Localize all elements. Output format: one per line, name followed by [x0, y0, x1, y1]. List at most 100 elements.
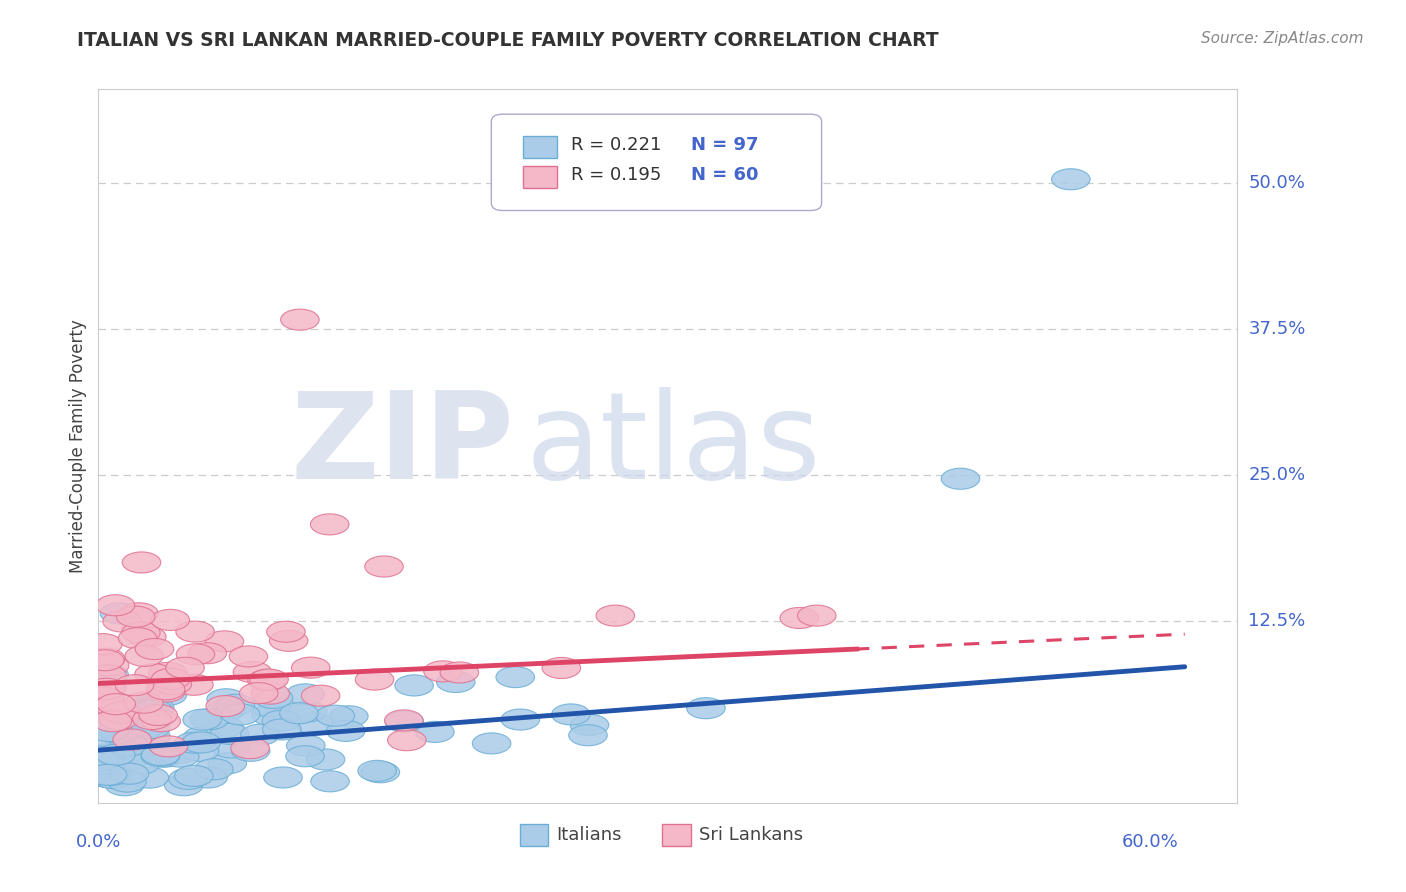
- Text: R = 0.195: R = 0.195: [571, 166, 661, 184]
- Ellipse shape: [103, 738, 142, 758]
- Text: ITALIAN VS SRI LANKAN MARRIED-COUPLE FAMILY POVERTY CORRELATION CHART: ITALIAN VS SRI LANKAN MARRIED-COUPLE FAM…: [77, 31, 939, 50]
- Ellipse shape: [423, 661, 463, 681]
- Ellipse shape: [131, 767, 169, 789]
- Ellipse shape: [115, 674, 153, 696]
- Ellipse shape: [100, 748, 139, 770]
- Ellipse shape: [89, 764, 127, 785]
- Ellipse shape: [86, 648, 125, 669]
- Ellipse shape: [90, 655, 129, 676]
- Ellipse shape: [122, 552, 160, 573]
- Ellipse shape: [103, 611, 142, 632]
- Bar: [520, 824, 548, 846]
- Ellipse shape: [250, 669, 288, 690]
- Ellipse shape: [110, 764, 149, 784]
- Ellipse shape: [307, 749, 344, 770]
- Ellipse shape: [941, 468, 980, 490]
- Bar: [523, 136, 557, 158]
- Ellipse shape: [87, 665, 127, 686]
- Ellipse shape: [121, 753, 160, 774]
- Ellipse shape: [100, 603, 139, 624]
- Ellipse shape: [231, 738, 270, 759]
- Text: ZIP: ZIP: [291, 387, 515, 505]
- Ellipse shape: [364, 556, 404, 577]
- Ellipse shape: [107, 730, 146, 751]
- Ellipse shape: [97, 744, 135, 765]
- Ellipse shape: [270, 631, 308, 651]
- Ellipse shape: [90, 721, 128, 742]
- Ellipse shape: [416, 722, 454, 742]
- Ellipse shape: [285, 746, 325, 767]
- Ellipse shape: [128, 626, 166, 648]
- Ellipse shape: [361, 762, 399, 783]
- Ellipse shape: [596, 605, 634, 626]
- Ellipse shape: [267, 621, 305, 642]
- Ellipse shape: [125, 717, 165, 739]
- Ellipse shape: [188, 767, 228, 788]
- Ellipse shape: [188, 643, 226, 664]
- Ellipse shape: [145, 747, 183, 767]
- Ellipse shape: [252, 705, 290, 726]
- Ellipse shape: [132, 708, 172, 730]
- Text: 37.5%: 37.5%: [1249, 320, 1306, 338]
- Ellipse shape: [131, 717, 170, 739]
- Ellipse shape: [686, 698, 725, 719]
- Text: 60.0%: 60.0%: [1122, 833, 1178, 851]
- Ellipse shape: [153, 673, 191, 695]
- Ellipse shape: [263, 719, 301, 740]
- Ellipse shape: [128, 698, 166, 720]
- Ellipse shape: [301, 685, 340, 706]
- Ellipse shape: [125, 645, 163, 666]
- Ellipse shape: [176, 644, 215, 665]
- Ellipse shape: [217, 694, 254, 715]
- Ellipse shape: [83, 633, 122, 655]
- Ellipse shape: [93, 764, 131, 786]
- Ellipse shape: [166, 657, 204, 678]
- Ellipse shape: [288, 701, 326, 722]
- Ellipse shape: [1052, 169, 1090, 190]
- Ellipse shape: [240, 724, 280, 746]
- Ellipse shape: [247, 670, 287, 690]
- Ellipse shape: [252, 696, 290, 717]
- Ellipse shape: [146, 679, 186, 700]
- Ellipse shape: [316, 706, 354, 726]
- Ellipse shape: [208, 753, 246, 774]
- Ellipse shape: [388, 730, 426, 751]
- Ellipse shape: [326, 721, 366, 741]
- Ellipse shape: [568, 724, 607, 746]
- Ellipse shape: [280, 703, 318, 723]
- Ellipse shape: [780, 607, 818, 629]
- Ellipse shape: [149, 736, 187, 757]
- Ellipse shape: [97, 707, 135, 729]
- Ellipse shape: [207, 689, 246, 710]
- Ellipse shape: [385, 710, 423, 731]
- Ellipse shape: [264, 767, 302, 788]
- Ellipse shape: [107, 728, 146, 749]
- Ellipse shape: [129, 696, 169, 716]
- Ellipse shape: [205, 631, 243, 652]
- Ellipse shape: [135, 664, 173, 685]
- Ellipse shape: [103, 712, 142, 732]
- Ellipse shape: [194, 759, 233, 780]
- Text: Italians: Italians: [557, 826, 621, 844]
- Ellipse shape: [797, 605, 837, 626]
- Ellipse shape: [150, 609, 190, 631]
- Ellipse shape: [90, 665, 128, 686]
- Ellipse shape: [183, 709, 221, 731]
- Ellipse shape: [551, 704, 591, 725]
- Ellipse shape: [174, 765, 214, 787]
- Ellipse shape: [281, 310, 319, 330]
- Ellipse shape: [472, 733, 510, 754]
- Ellipse shape: [165, 775, 202, 796]
- Ellipse shape: [112, 729, 152, 750]
- Bar: [523, 166, 557, 187]
- Ellipse shape: [86, 649, 124, 671]
- Ellipse shape: [180, 740, 219, 762]
- Ellipse shape: [232, 740, 270, 762]
- Ellipse shape: [160, 746, 200, 767]
- Text: 25.0%: 25.0%: [1249, 467, 1306, 484]
- Ellipse shape: [440, 662, 478, 683]
- Ellipse shape: [135, 639, 174, 659]
- Ellipse shape: [385, 711, 423, 732]
- Ellipse shape: [135, 700, 173, 721]
- Ellipse shape: [141, 746, 180, 766]
